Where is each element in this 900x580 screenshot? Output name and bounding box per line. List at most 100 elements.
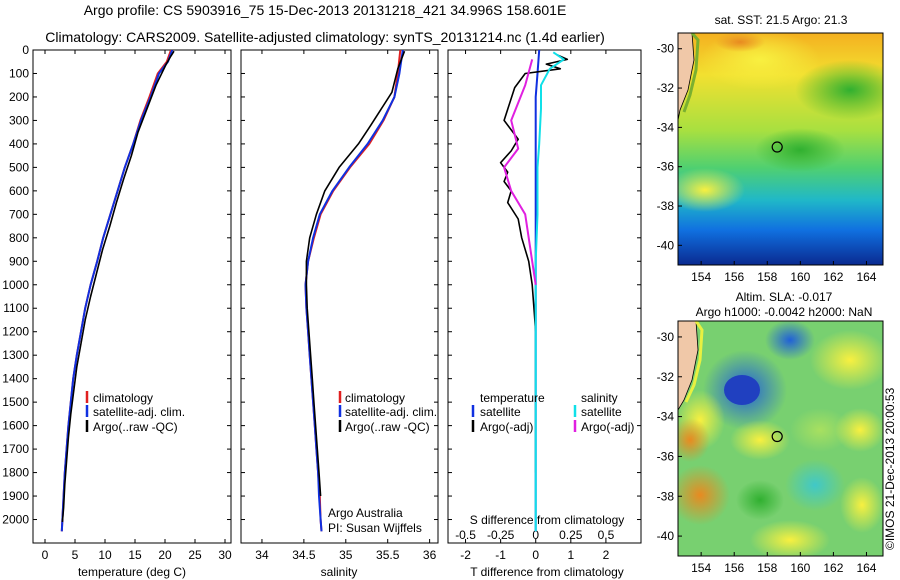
series-line-salinity-argo-adj- <box>503 59 537 285</box>
latitude-tick-label: -40 <box>657 238 675 252</box>
legend-label-satellite-adj-clim: satellite-adj. clim. <box>93 405 185 419</box>
x-tick-label: 30 <box>218 548 232 562</box>
depth-tick-label: 1700 <box>2 442 29 456</box>
coastline-land <box>678 321 699 411</box>
x-tick-label: 0 <box>532 548 539 562</box>
depth-tick-label: 1000 <box>2 278 29 292</box>
sla-feature <box>730 420 790 460</box>
principal-investigator-annotation: PI: Susan Wijffels <box>328 521 422 535</box>
coastline-land <box>678 33 695 121</box>
x-tick-label: 35.5 <box>376 548 400 562</box>
depth-tick-label: 1800 <box>2 466 29 480</box>
sla-feature <box>724 375 760 405</box>
salinity-axis-label: salinity <box>321 565 358 579</box>
latitude-tick-label: -40 <box>657 529 675 543</box>
side-label-container: ©IMOS 21-Dec-2013 20:00:53 <box>880 352 900 552</box>
series-line-satellite-adj-clim- <box>60 50 174 532</box>
depth-tick-label: 900 <box>9 254 29 268</box>
difference-plot-frame <box>447 49 642 544</box>
argo-float-position-marker <box>771 430 783 443</box>
longitude-tick-label: 154 <box>691 561 711 575</box>
depth-tick-label: 0 <box>22 43 29 57</box>
sla-map-title: Altim. SLA: -0.017 <box>736 290 833 304</box>
sst-feature <box>795 60 883 120</box>
series-line-satellite-adj-clim- <box>304 50 404 532</box>
series-line-argo-raw-qc- <box>305 50 406 497</box>
depth-tick-label: 1900 <box>2 489 29 503</box>
salinity-series <box>304 50 406 532</box>
temperature-axis: 0 5 10 15 20 25 30 <box>42 50 232 562</box>
depth-tick-label: 400 <box>9 137 29 151</box>
x-tick-label: 36 <box>423 548 437 562</box>
salinity-depth-ticks <box>241 49 438 521</box>
x-tick-label: -1 <box>495 548 506 562</box>
longitude-tick-label: 162 <box>823 561 843 575</box>
x-tick-label: -2 <box>460 548 471 562</box>
t-difference-axis-label: T difference from climatology <box>470 565 624 579</box>
legend-label-temperature-argo: Argo(-adj) <box>480 420 533 434</box>
temperature-axis-label: temperature (deg C) <box>78 565 186 579</box>
depth-tick-label: 100 <box>9 66 29 80</box>
depth-tick-label: 700 <box>9 207 29 221</box>
latitude-tick-label: -38 <box>657 489 675 503</box>
longitude-tick-label: 162 <box>823 270 843 284</box>
sla-map-frame <box>677 320 884 557</box>
sla-feature <box>765 321 815 360</box>
salinity-profile-panel: 34 34.5 35 35.5 36 climatology satellite-adj… <box>240 49 439 579</box>
sla-heatmap <box>678 321 883 556</box>
sla-feature <box>736 480 784 520</box>
depth-tick-label: 800 <box>9 231 29 245</box>
sst-map-frame <box>677 32 884 266</box>
depth-tick-label: 600 <box>9 184 29 198</box>
figure-title-line-1: Argo profile: CS 5903916_75 15-Dec-2013 … <box>83 2 567 18</box>
temperature-legend: climatology satellite-adj. clim. Argo(..… <box>85 391 185 434</box>
sla-feature <box>750 520 830 556</box>
x-tick-label: 25 <box>188 548 202 562</box>
s-difference-tick-label: 0 <box>532 528 539 542</box>
sla-feature <box>835 408 883 452</box>
s-difference-tick-label: -0.5 <box>455 528 476 542</box>
sla-feature <box>810 330 883 390</box>
series-line-argo-raw-qc- <box>61 50 175 522</box>
latitude-tick-label: -36 <box>657 449 675 463</box>
latitude-tick-label: -34 <box>657 410 675 424</box>
sla-map-subtitle: Argo h1000: -0.0042 h2000: NaN <box>696 305 873 319</box>
depth-tick-label: 1500 <box>2 395 29 409</box>
latitude-tick-label: -32 <box>657 370 675 384</box>
salinity-legend: climatology satellite-adj. clim. Argo(..… <box>338 391 437 434</box>
sla-map-axes: 154 156 158 160 162 164 -30 -32 -34 -36 -38 -40 <box>657 330 877 575</box>
sla-feature <box>790 408 850 452</box>
depth-tick-label: 1100 <box>3 301 29 315</box>
x-tick-label: 1 <box>567 548 574 562</box>
legend-group-temperature: temperature <box>480 391 545 405</box>
difference-profile-panel: -2 -1 0 1 2 -0.5 -0.25 0 0.25 0.5 temperature sa… <box>447 49 642 579</box>
latitude-tick-label: -32 <box>657 81 675 95</box>
temperature-profile-panel: 0100200300400500600700800900100011001200… <box>2 43 232 579</box>
longitude-tick-label: 156 <box>724 561 744 575</box>
depth-tick-label: 2000 <box>2 513 29 527</box>
series-line-salinity-satellite <box>534 51 565 532</box>
depth-tick-label: 200 <box>9 90 29 104</box>
legend-group-salinity: salinity <box>581 391 618 405</box>
depth-tick-label: 1600 <box>2 419 29 433</box>
x-tick-label: 0 <box>42 548 49 562</box>
depth-tick-label: 1400 <box>2 372 29 386</box>
sla-feature <box>840 477 883 533</box>
depth-tick-label: 1200 <box>2 325 29 339</box>
argo-australia-annotation: Argo Australia <box>328 506 403 520</box>
sla-feature <box>785 459 845 511</box>
s-difference-tick-label: 0.5 <box>598 528 615 542</box>
depth-tick-label: 1300 <box>2 348 29 362</box>
t-difference-axis: -2 -1 0 1 2 <box>460 50 610 562</box>
x-tick-label: 34.5 <box>292 548 316 562</box>
s-difference-axis: -0.5 -0.25 0 0.25 0.5 <box>455 528 614 542</box>
s-difference-tick-label: -0.25 <box>487 528 515 542</box>
x-tick-label: 10 <box>98 548 112 562</box>
x-tick-label: 20 <box>158 548 172 562</box>
longitude-tick-label: 154 <box>691 270 711 284</box>
latitude-tick-label: -30 <box>657 42 675 56</box>
longitude-tick-label: 156 <box>724 270 744 284</box>
latitude-tick-label: -38 <box>657 199 675 213</box>
longitude-tick-label: 160 <box>790 270 810 284</box>
